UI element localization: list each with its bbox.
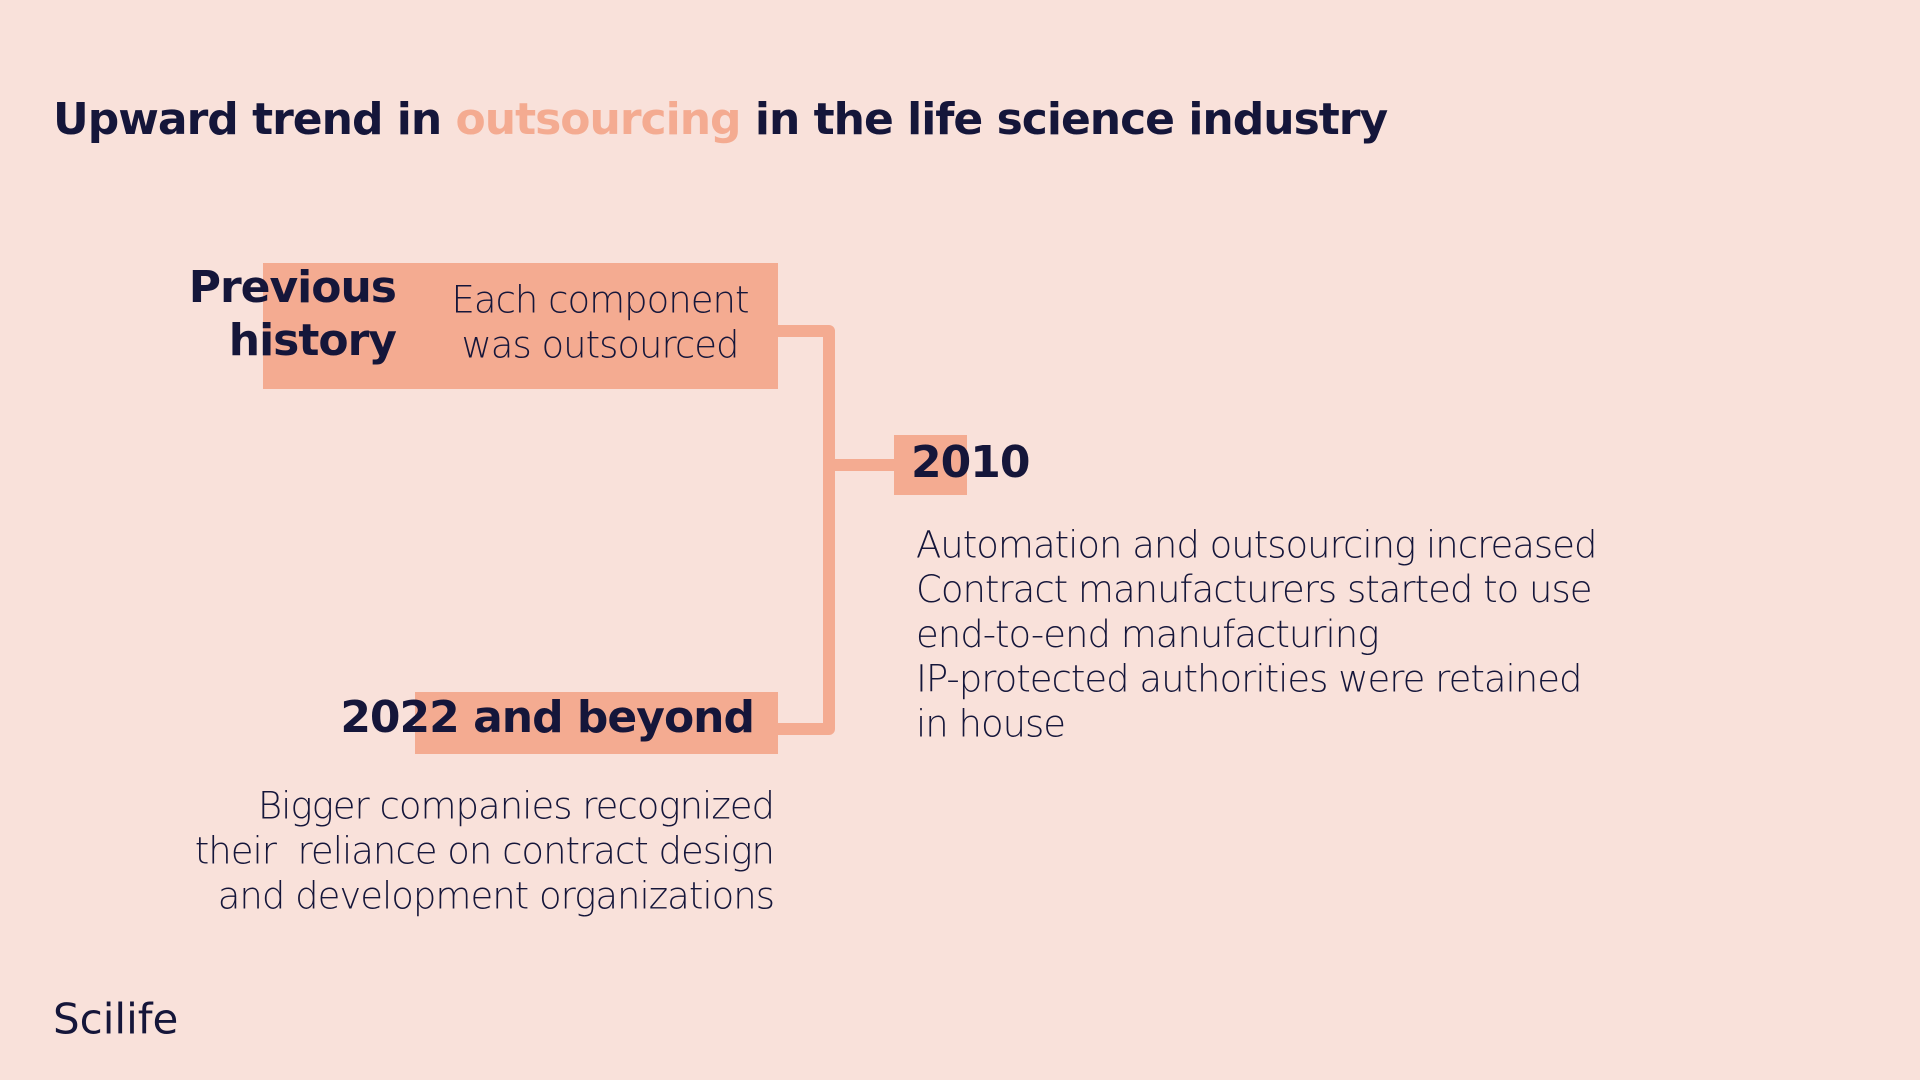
node-label: Previous [189,262,396,313]
node-description: Bigger companies recognized [258,785,774,828]
node-box [894,435,967,495]
node-description: Contract manufacturers started to use [916,568,1592,611]
node-label: 2022 and beyond [340,692,754,743]
title: Upward trend in outsourcing in the life … [53,94,1387,145]
connector [778,325,894,735]
node-description: Automation and outsourcing increased [916,524,1596,567]
node-description: their reliance on contract design [195,830,774,873]
node-description: Each component [452,279,749,322]
title-text: in the life science industry [755,94,1388,145]
node-label: 2010 [911,437,1029,488]
node-box [263,263,778,389]
node-box [415,692,778,754]
node-description: IP-protected authorities were retained [916,658,1582,701]
brand: Scilife [53,995,178,1044]
title-text: Upward trend in [53,94,441,145]
node-label: history [229,315,397,366]
node-description: was outsourced [462,324,739,367]
title-highlight: outsourcing [456,94,741,145]
node-description: and development organizations [218,875,774,918]
node-description: in house [916,702,1065,745]
node-description: end-to-end manufacturing [916,613,1378,656]
